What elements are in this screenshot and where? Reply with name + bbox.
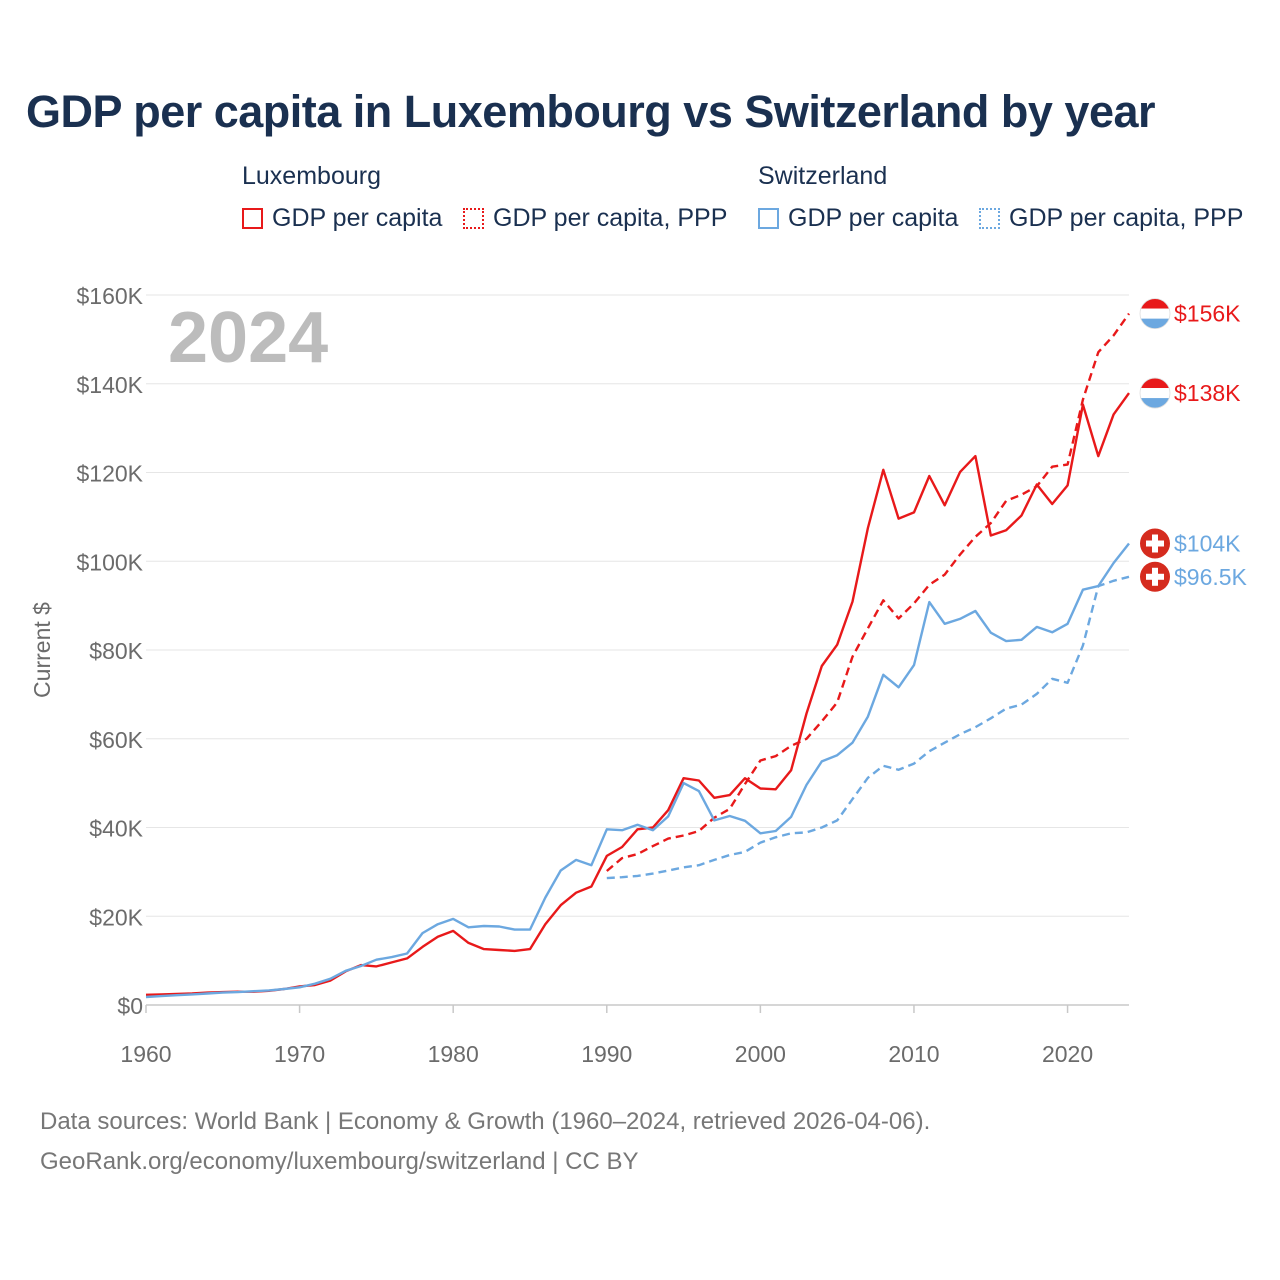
y-tick-label: $140K: [76, 372, 143, 398]
flag-stripe-red: [1140, 378, 1170, 389]
y-tick-label: $40K: [89, 816, 143, 842]
end-label-1: $156K: [1174, 301, 1241, 327]
y-tick-label: $160K: [76, 283, 143, 309]
switzerland-flag-icon: [1140, 561, 1170, 592]
x-tick-label: 1960: [120, 1041, 171, 1067]
end-label-3: $96.5K: [1174, 564, 1248, 590]
y-tick-label: $60K: [89, 727, 143, 753]
x-tick-label: 1970: [274, 1041, 325, 1067]
year-watermark: 2024: [168, 298, 328, 378]
flag-stripes: [1140, 378, 1170, 409]
luxembourg-flag-icon: [1139, 298, 1171, 330]
y-tick-label: $20K: [89, 904, 143, 930]
series-line-0: [145, 392, 1130, 996]
legend-item-luxembourg-gdp[interactable]: GDP per capita: [242, 204, 442, 233]
y-tick-label: $0: [117, 993, 143, 1019]
end-labels: $138K $156K $104K $96.5K: [1139, 298, 1248, 592]
y-tick-label: $120K: [76, 461, 143, 487]
legend-swatch-dotted: [463, 208, 484, 229]
flag-cross-vertical: [1152, 567, 1158, 586]
y-axis-label: Current $: [29, 602, 55, 698]
series-line-1: [606, 312, 1130, 872]
series-lines: [145, 312, 1130, 999]
source-note: Data sources: World Bank | Economy & Gro…: [40, 1108, 931, 1135]
switzerland-flag-icon: [1140, 528, 1170, 559]
legend-swatch-dotted: [979, 208, 1000, 229]
flag-outline: [1139, 377, 1171, 409]
series-line-3: [606, 575, 1130, 880]
legend-group-luxembourg: Luxembourg: [242, 162, 381, 190]
flag-outline: [1139, 298, 1171, 330]
y-tick-label: $80K: [89, 638, 143, 664]
x-tick-label: 2010: [888, 1041, 939, 1067]
legend-label: GDP per capita: [788, 204, 959, 232]
legend-swatch-solid: [758, 208, 779, 229]
flag-cross-vertical: [1152, 534, 1158, 553]
y-tick-label: $100K: [76, 549, 143, 575]
end-label-2: $104K: [1174, 531, 1241, 557]
axes: $0 $20K $40K $60K $80K $100K $120K $140K $160K 19…: [29, 283, 1129, 1067]
x-tick-label: 2020: [1042, 1041, 1093, 1067]
legend-item-switzerland-gdp-ppp[interactable]: GDP per capita, PPP: [979, 204, 1243, 233]
legend-swatch-solid: [242, 208, 263, 229]
end-label-0: $138K: [1174, 380, 1241, 406]
legend-item-switzerland-gdp[interactable]: GDP per capita: [758, 204, 958, 233]
x-tick-label: 1990: [581, 1041, 632, 1067]
legend-label: GDP per capita, PPP: [1009, 204, 1244, 232]
legend-group-switzerland: Switzerland: [758, 162, 888, 190]
flag-stripe-white: [1140, 388, 1170, 399]
chart-title: GDP per capita in Luxembourg vs Switzerl…: [26, 86, 1156, 137]
series-line-2: [145, 542, 1130, 999]
flag-stripe-blue: [1140, 318, 1170, 329]
gridlines: [146, 294, 1129, 917]
x-tick-label: 2000: [735, 1041, 786, 1067]
flag-stripes: [1140, 298, 1170, 329]
flag-stripe-red: [1140, 298, 1170, 309]
flag-stripe-white: [1140, 308, 1170, 319]
source-url: GeoRank.org/economy/luxembourg/switzerla…: [40, 1148, 639, 1175]
luxembourg-flag-icon: [1139, 377, 1171, 409]
legend-label: GDP per capita: [272, 204, 443, 232]
legend-item-luxembourg-gdp-ppp[interactable]: GDP per capita, PPP: [463, 204, 727, 233]
flag-stripe-blue: [1140, 398, 1170, 409]
x-tick-label: 1980: [428, 1041, 479, 1067]
legend-label: GDP per capita, PPP: [493, 204, 728, 232]
